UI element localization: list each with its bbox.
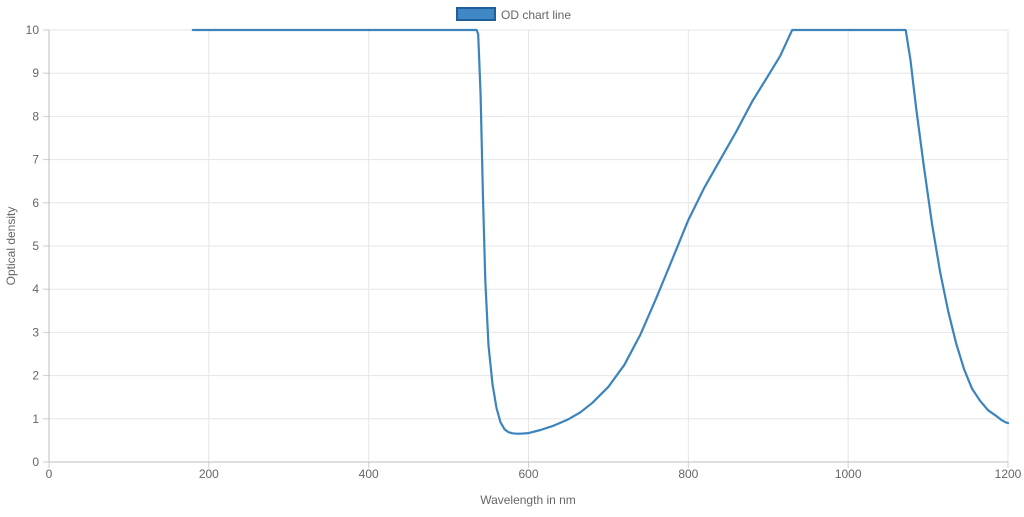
series-layer	[191, 28, 1010, 435]
y-tick-label: 2	[32, 369, 39, 383]
y-tick-label: 7	[32, 153, 39, 167]
y-tick-label: 1	[32, 412, 39, 426]
y-tick-label: 4	[32, 282, 39, 296]
x-tick-label: 400	[359, 467, 379, 481]
y-tick-label: 9	[32, 66, 39, 80]
x-tick-label: 200	[199, 467, 219, 481]
legend-label[interactable]: OD chart line	[501, 8, 571, 22]
y-tick-label: 10	[26, 23, 40, 37]
y-tick-label: 5	[32, 239, 39, 253]
y-tick-label: 0	[32, 455, 39, 469]
grid-lines	[49, 29, 1009, 462]
legend[interactable]: OD chart line	[456, 7, 571, 22]
x-tick-label: 800	[678, 467, 698, 481]
x-tick-label: 0	[46, 467, 53, 481]
x-axis-ticks: 0 200 400 600 800 1000 1200	[46, 462, 1022, 481]
x-tick-label: 1200	[995, 467, 1022, 481]
axes	[48, 30, 1008, 463]
y-tick-label: 8	[32, 109, 39, 123]
x-tick-label: 1000	[835, 467, 862, 481]
y-tick-label: 3	[32, 325, 39, 339]
x-tick-label: 600	[518, 467, 538, 481]
y-axis-label: Optical density	[4, 207, 18, 286]
y-axis-ticks: 0 1 2 3 4 5 6 7 8 9 10	[26, 23, 49, 469]
y-tick-label: 6	[32, 196, 39, 210]
x-axis-label: Wavelength in nm	[480, 493, 576, 507]
legend-swatch[interactable]	[456, 7, 496, 21]
series-line	[191, 28, 1010, 435]
